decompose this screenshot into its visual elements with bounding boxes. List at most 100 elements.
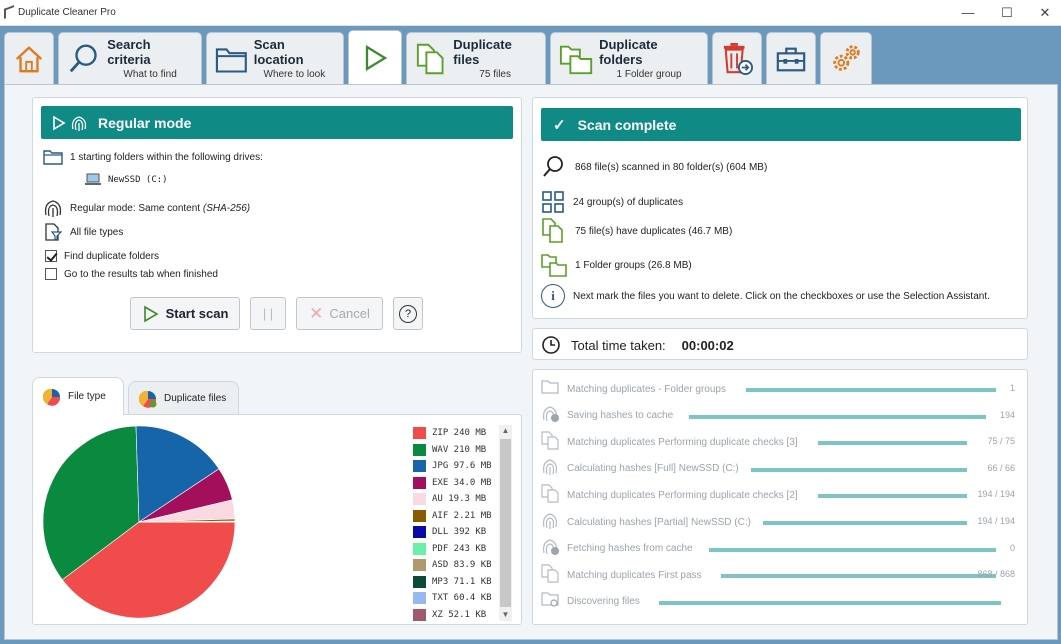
tab-scan-location[interactable]: Scan location Where to look [206, 32, 344, 84]
pie-chart-icon [43, 388, 61, 406]
legend-label: AIF 2.21 MB [432, 510, 492, 521]
progress-label: Matching duplicates - Folder groups [567, 383, 726, 395]
regular-mode-header: Regular mode [41, 106, 513, 139]
tab-label: Scan location [253, 37, 304, 67]
progress-bar [721, 574, 996, 579]
tab-label: Search criteria [107, 37, 151, 67]
progress-label: Saving hashes to cache [567, 410, 674, 422]
files-duplicates-row: 75 file(s) have duplicates (46.7 MB) [541, 218, 732, 244]
trash-export-icon [723, 42, 753, 75]
chart-legend: ZIP 240 MB WAV 210 MB JPG 97.6 MB EXE 34.0 … [413, 425, 499, 621]
cancel-label: Cancel [329, 306, 370, 321]
play-icon [365, 44, 388, 71]
tab-duplicate-folders[interactable]: Duplicate folders 1 Folder group [550, 32, 708, 84]
progress-bar [746, 388, 996, 392]
total-time-label: Total time taken: [571, 337, 666, 353]
start-scan-button[interactable]: Start scan [130, 297, 240, 330]
pie-slice-2[interactable] [135, 425, 220, 523]
progress-count: 194 / 194 [977, 489, 1015, 500]
progress-row: Matching duplicates Performing duplicate… [541, 431, 1025, 454]
progress-label: Fetching hashes from cache [567, 543, 693, 555]
tab-search-criteria[interactable]: Search criteria What to find [58, 32, 202, 84]
cancel-button[interactable]: ✕ Cancel [296, 297, 383, 330]
toolbox-icon [776, 47, 806, 71]
scroll-down-arrow[interactable]: ▼ [501, 610, 510, 619]
magnifier-icon [543, 156, 563, 177]
progress-label: Matching duplicates First pass [567, 569, 702, 581]
scan-complete-header: ✓ Scan complete [541, 108, 1021, 141]
duplicate-files-icon [542, 218, 563, 243]
tab-sublabel: 75 files [479, 69, 511, 80]
tab-settings[interactable] [820, 32, 872, 84]
legend-item: EXE 34.0 MB [413, 475, 499, 492]
tab-toolbox[interactable] [766, 32, 816, 84]
find-folders-label: Find duplicate folders [64, 250, 160, 262]
groups-row: 24 group(s) of duplicates [541, 190, 683, 214]
play-icon [53, 115, 66, 130]
grid-icon [542, 191, 564, 213]
fingerprint-icon [71, 115, 87, 131]
main-tab-bar: Search criteria What to find Scan locatio… [0, 26, 1061, 84]
files-scanned-row: 868 file(s) scanned in 80 folder(s) (604… [541, 154, 767, 180]
maximize-button[interactable]: ☐ [1001, 5, 1013, 20]
legend-label: MP3 71.1 KB [432, 576, 492, 587]
goto-results-row[interactable]: Go to the results tab when finished [45, 268, 218, 280]
folder-groups-row: 1 Folder groups (26.8 MB) [541, 252, 692, 278]
progress-row: Matching duplicates - Folder groups 1 [541, 379, 1025, 399]
tab-label: Duplicate files [453, 37, 512, 67]
scan-page: Regular mode 1 starting folders within t… [4, 84, 1058, 640]
help-button[interactable]: ? [393, 297, 423, 330]
folder-icon [43, 150, 63, 165]
legend-item: WAV 210 MB [413, 442, 499, 459]
tab-remove-files[interactable] [712, 32, 762, 84]
tab-duplicate-files[interactable]: Duplicate files 75 files [406, 32, 546, 84]
find-folders-checkbox[interactable] [45, 250, 57, 262]
progress-label: Calculating hashes [Partial] NewSSD (C:) [567, 516, 751, 528]
tab-scan[interactable] [348, 30, 402, 84]
pie-chart-icon [139, 390, 157, 408]
duplicate-files-icon [541, 564, 567, 587]
checkmark-icon: ✓ [553, 116, 566, 134]
progress-bar [763, 521, 967, 525]
goto-results-checkbox[interactable] [45, 268, 57, 280]
pie-slice-0[interactable] [61, 521, 236, 619]
groups-text: 24 group(s) of duplicates [573, 196, 684, 208]
goto-results-label: Go to the results tab when finished [64, 268, 218, 280]
legend-label: EXE 34.0 MB [432, 477, 492, 488]
progress-count: 1 [1009, 383, 1015, 393]
minimize-button[interactable]: — [961, 5, 975, 20]
legend-item: TXT 60.4 KB [413, 590, 499, 607]
scrollbar-thumb[interactable] [500, 439, 511, 607]
progress-count: 194 / 194 [977, 516, 1015, 526]
progress-row: Saving hashes to cache 194 [541, 406, 1025, 426]
gears-icon [833, 44, 860, 71]
legend-label: WAV 210 MB [432, 444, 487, 455]
next-step-text: Next mark the files you want to delete. … [573, 290, 990, 302]
scan-results-panel: ✓ Scan complete 868 file(s) scanned in 8… [532, 97, 1028, 319]
drive-name: NewSSD (C:) [108, 174, 168, 185]
legend-label: ZIP 240 MB [432, 428, 487, 439]
scroll-up-arrow[interactable]: ▲ [501, 426, 510, 435]
duplicate-files-icon [541, 431, 567, 454]
tab-file-type-label: File type [68, 391, 106, 402]
tab-duplicate-files-chart[interactable]: Duplicate files [128, 381, 239, 415]
tab-home[interactable] [4, 32, 54, 84]
legend-item: JPG 97.6 MB [413, 458, 499, 475]
close-button[interactable]: ✕ [1039, 5, 1051, 20]
folder-icon [541, 378, 567, 401]
legend-swatch [413, 460, 426, 473]
pie-slice-1[interactable] [42, 425, 140, 581]
pause-button[interactable]: | | [250, 297, 286, 330]
scan-complete-title: Scan complete [577, 116, 677, 133]
find-folders-row[interactable]: Find duplicate folders [45, 250, 159, 262]
pause-label: | | [262, 306, 274, 321]
tab-file-type[interactable]: File type [32, 377, 124, 415]
hash-type: (SHA-256) [202, 202, 251, 214]
legend-label: AU 19.3 MB [432, 494, 487, 505]
legend-swatch [413, 559, 426, 572]
legend-scrollbar[interactable]: ▲ ▼ [499, 425, 512, 621]
laptop-icon [85, 173, 101, 185]
progress-label: Matching duplicates Performing duplicate… [567, 489, 798, 501]
file-filter-icon [45, 223, 63, 241]
file-types-text: All file types [70, 226, 124, 238]
